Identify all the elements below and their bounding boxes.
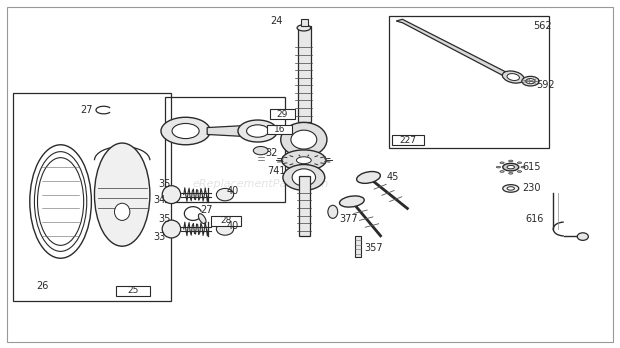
Text: 26: 26 <box>36 281 48 291</box>
Ellipse shape <box>340 196 364 207</box>
Ellipse shape <box>503 185 519 192</box>
Circle shape <box>254 147 268 155</box>
Text: 25: 25 <box>127 286 139 295</box>
Text: 28: 28 <box>221 216 232 225</box>
Text: eReplacementParts.com: eReplacementParts.com <box>193 179 329 189</box>
Ellipse shape <box>503 163 519 171</box>
Circle shape <box>238 120 277 142</box>
Text: 33: 33 <box>153 231 166 242</box>
Ellipse shape <box>297 25 311 31</box>
Ellipse shape <box>507 187 515 190</box>
Bar <box>267 125 291 134</box>
Ellipse shape <box>502 71 524 83</box>
Ellipse shape <box>162 186 180 204</box>
Ellipse shape <box>281 150 326 171</box>
Text: 592: 592 <box>537 80 556 90</box>
Ellipse shape <box>216 188 234 201</box>
Polygon shape <box>207 125 258 137</box>
Ellipse shape <box>577 233 588 240</box>
Text: 616: 616 <box>526 214 544 224</box>
Text: 741: 741 <box>267 166 285 175</box>
Ellipse shape <box>356 172 380 183</box>
Ellipse shape <box>115 203 130 220</box>
Bar <box>211 216 241 226</box>
Ellipse shape <box>522 76 539 86</box>
Bar <box>298 26 311 122</box>
Text: 230: 230 <box>523 183 541 193</box>
Ellipse shape <box>517 162 521 164</box>
Ellipse shape <box>291 130 317 149</box>
Text: 27: 27 <box>81 105 93 116</box>
Bar <box>355 236 361 256</box>
Text: 16: 16 <box>273 125 285 134</box>
Bar <box>389 16 549 148</box>
Text: 29: 29 <box>277 110 288 119</box>
Text: 32: 32 <box>265 148 277 158</box>
Ellipse shape <box>521 166 525 168</box>
Ellipse shape <box>292 169 316 186</box>
Text: 357: 357 <box>364 243 383 253</box>
Bar <box>166 97 285 201</box>
Text: 35: 35 <box>159 179 171 189</box>
Ellipse shape <box>508 173 513 174</box>
Ellipse shape <box>162 220 180 238</box>
Ellipse shape <box>94 143 150 246</box>
Text: 24: 24 <box>270 16 282 26</box>
Polygon shape <box>396 19 520 78</box>
Ellipse shape <box>496 166 500 168</box>
Bar <box>301 18 308 26</box>
Ellipse shape <box>296 157 311 164</box>
Ellipse shape <box>517 171 521 172</box>
Ellipse shape <box>526 79 535 84</box>
Ellipse shape <box>281 122 327 157</box>
Ellipse shape <box>198 214 206 224</box>
Text: 34: 34 <box>153 195 166 205</box>
Bar <box>270 109 294 119</box>
Ellipse shape <box>35 152 87 251</box>
Ellipse shape <box>328 205 338 218</box>
Bar <box>116 286 150 296</box>
Bar <box>392 135 424 145</box>
Bar <box>299 176 310 236</box>
Ellipse shape <box>216 223 234 235</box>
Ellipse shape <box>500 162 504 164</box>
Text: 562: 562 <box>533 21 552 31</box>
Circle shape <box>247 125 268 137</box>
Text: 27: 27 <box>200 205 213 215</box>
Ellipse shape <box>507 165 515 169</box>
Bar <box>13 93 172 301</box>
Text: 615: 615 <box>523 162 541 172</box>
Circle shape <box>172 124 199 139</box>
Text: 40: 40 <box>226 221 239 231</box>
Text: 40: 40 <box>226 186 239 196</box>
Text: 45: 45 <box>387 173 399 182</box>
Ellipse shape <box>508 160 513 162</box>
Circle shape <box>161 117 210 145</box>
Text: 35: 35 <box>159 214 171 224</box>
Ellipse shape <box>500 171 504 172</box>
Text: 227: 227 <box>399 136 417 145</box>
Ellipse shape <box>507 73 520 80</box>
Ellipse shape <box>283 165 325 190</box>
Text: 377: 377 <box>340 214 358 224</box>
